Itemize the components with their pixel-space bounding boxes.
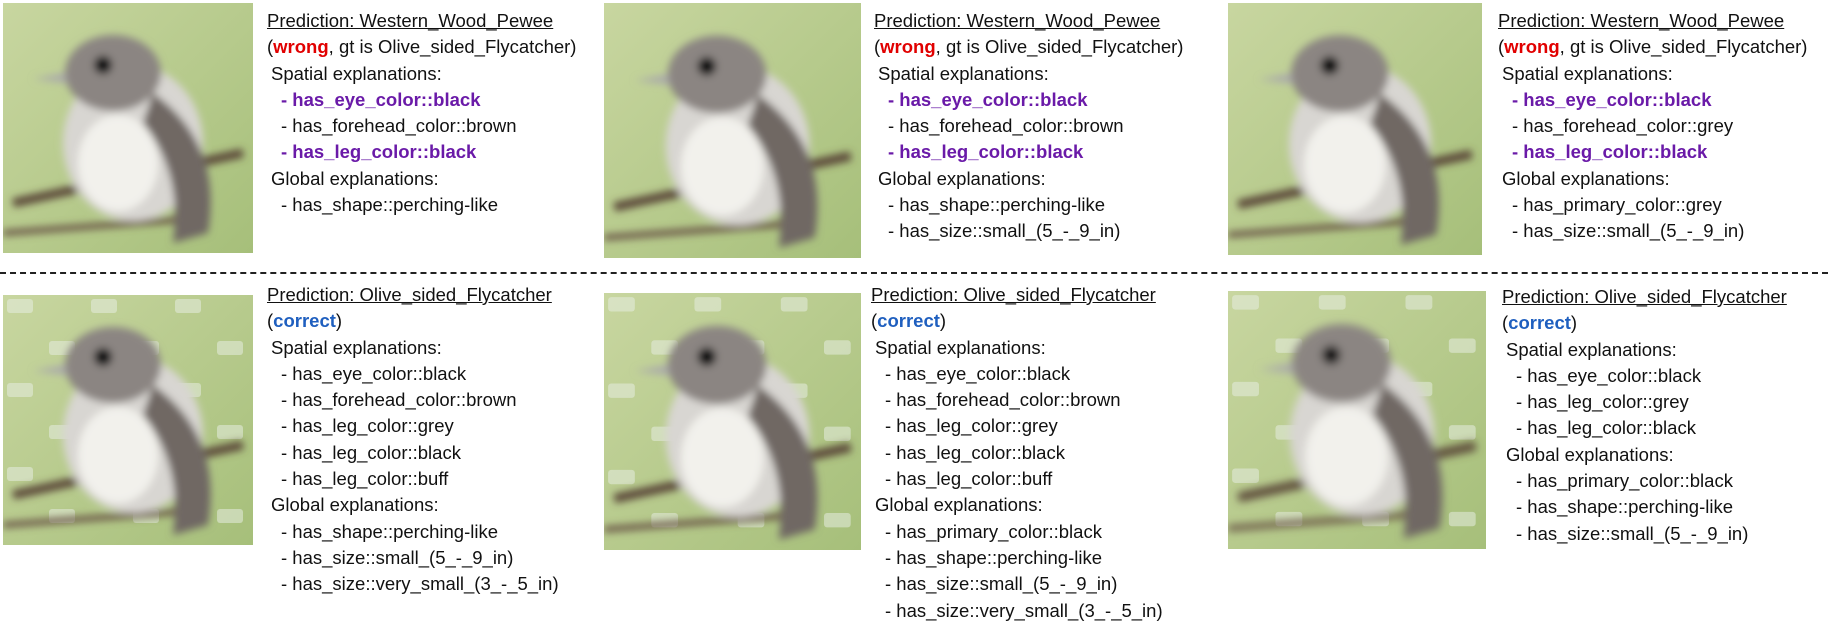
global-item: - has_primary_color::black xyxy=(1516,470,1733,492)
global-item: - has_size::small_(5_-_9_in) xyxy=(1516,522,1749,544)
spatial-item: - has_leg_color::buff xyxy=(281,468,449,490)
global-item: - has_size::small_(5_-_9_in) xyxy=(281,546,514,568)
global-item: - has_size::small_(5_-_9_in) xyxy=(885,573,1118,595)
status-line: (wrong, gt is Olive_sided_Flycatcher) xyxy=(874,34,1183,60)
status-word: correct xyxy=(273,310,336,332)
global-item: - has_shape::perching-like xyxy=(281,520,498,542)
status-open: ( xyxy=(874,36,881,58)
status-rest: , gt is Olive_sided_Flycatcher) xyxy=(328,36,577,58)
status-rest: ) xyxy=(335,310,343,332)
spatial-header: Spatial explanations: xyxy=(271,336,442,358)
spatial-item: - has_eye_color::black xyxy=(1512,88,1712,110)
status-open: ( xyxy=(871,310,878,332)
global-item: - has_primary_color::grey xyxy=(1512,194,1722,216)
spatial-item: - has_eye_color::black xyxy=(281,88,481,110)
global-item: - has_shape::perching-like xyxy=(281,194,498,216)
global-header: Global explanations: xyxy=(1506,443,1674,465)
spatial-item: - has_leg_color::grey xyxy=(281,415,454,437)
row-divider xyxy=(0,272,1828,274)
status-word: correct xyxy=(1508,312,1571,334)
bird-image xyxy=(1228,3,1482,255)
status-word: correct xyxy=(877,310,940,332)
status-open: ( xyxy=(267,36,274,58)
global-item: - has_size::small_(5_-_9_in) xyxy=(1512,220,1745,242)
spatial-item: - has_forehead_color::grey xyxy=(1512,115,1734,137)
explanation-text: Prediction: Olive_sided_Flycatcher (corre… xyxy=(267,282,559,598)
status-rest: ) xyxy=(1570,312,1578,334)
status-line: (correct) xyxy=(871,308,1163,334)
spatial-item: - has_forehead_color::brown xyxy=(281,115,517,137)
prediction-label: Prediction: Western_Wood_Pewee xyxy=(874,10,1161,31)
status-word: wrong xyxy=(273,36,329,58)
global-header: Global explanations: xyxy=(1502,167,1670,189)
status-rest: , gt is Olive_sided_Flycatcher) xyxy=(1559,36,1808,58)
spatial-item: - has_leg_color::black xyxy=(1512,141,1708,163)
prediction-label: Prediction: Olive_sided_Flycatcher xyxy=(1502,286,1787,307)
spatial-item: - has_leg_color::black xyxy=(885,441,1065,463)
spatial-item: - has_leg_color::grey xyxy=(1516,391,1689,413)
prediction-label: Prediction: Western_Wood_Pewee xyxy=(267,10,554,31)
explanation-text: Prediction: Olive_sided_Flycatcher (corre… xyxy=(1502,284,1787,547)
spatial-item: - has_leg_color::grey xyxy=(885,415,1058,437)
prediction-label: Prediction: Olive_sided_Flycatcher xyxy=(267,284,552,305)
explanation-text: Prediction: Western_Wood_Pewee (wrong, gt… xyxy=(267,8,576,218)
global-item: - has_shape::perching-like xyxy=(888,194,1105,216)
spatial-item: - has_eye_color::black xyxy=(281,362,467,384)
spatial-header: Spatial explanations: xyxy=(1506,338,1677,360)
spatial-item: - has_forehead_color::brown xyxy=(888,115,1124,137)
global-item: - has_size::very_small_(3_-_5_in) xyxy=(885,599,1163,621)
spatial-header: Spatial explanations: xyxy=(1502,62,1673,84)
status-word: wrong xyxy=(880,36,936,58)
bird-image xyxy=(3,3,253,253)
status-rest: ) xyxy=(939,310,947,332)
spatial-item: - has_leg_color::black xyxy=(1516,417,1696,439)
spatial-item: - has_forehead_color::brown xyxy=(281,389,517,411)
status-line: (wrong, gt is Olive_sided_Flycatcher) xyxy=(267,34,576,60)
explanation-text: Prediction: Olive_sided_Flycatcher (corre… xyxy=(871,282,1163,624)
global-header: Global explanations: xyxy=(271,494,439,516)
global-header: Global explanations: xyxy=(875,494,1043,516)
status-line: (correct) xyxy=(267,308,559,334)
global-header: Global explanations: xyxy=(271,167,439,189)
bird-image xyxy=(1228,291,1486,549)
status-word: wrong xyxy=(1504,36,1560,58)
spatial-item: - has_eye_color::black xyxy=(885,362,1071,384)
spatial-item: - has_leg_color::black xyxy=(281,141,477,163)
bird-image xyxy=(3,295,253,545)
global-header: Global explanations: xyxy=(878,167,1046,189)
global-item: - has_shape::perching-like xyxy=(1516,496,1733,518)
explanation-text: Prediction: Western_Wood_Pewee (wrong, gt… xyxy=(874,8,1183,245)
global-item: - has_size::small_(5_-_9_in) xyxy=(888,220,1121,242)
status-open: ( xyxy=(1498,36,1505,58)
spatial-header: Spatial explanations: xyxy=(875,336,1046,358)
bird-image xyxy=(604,293,861,550)
status-rest: , gt is Olive_sided_Flycatcher) xyxy=(935,36,1184,58)
spatial-item: - has_leg_color::buff xyxy=(885,468,1053,490)
status-line: (correct) xyxy=(1502,310,1787,336)
spatial-item: - has_eye_color::black xyxy=(1516,364,1702,386)
spatial-item: - has_leg_color::black xyxy=(281,441,461,463)
spatial-item: - has_eye_color::black xyxy=(888,88,1088,110)
global-item: - has_shape::perching-like xyxy=(885,546,1102,568)
bird-image xyxy=(604,3,861,258)
prediction-label: Prediction: Olive_sided_Flycatcher xyxy=(871,284,1156,305)
status-line: (wrong, gt is Olive_sided_Flycatcher) xyxy=(1498,34,1807,60)
spatial-header: Spatial explanations: xyxy=(878,62,1049,84)
global-item: - has_size::very_small_(3_-_5_in) xyxy=(281,573,559,595)
spatial-item: - has_forehead_color::brown xyxy=(885,389,1121,411)
status-open: ( xyxy=(1502,312,1509,334)
spatial-header: Spatial explanations: xyxy=(271,62,442,84)
prediction-label: Prediction: Western_Wood_Pewee xyxy=(1498,10,1785,31)
global-item: - has_primary_color::black xyxy=(885,520,1102,542)
spatial-item: - has_leg_color::black xyxy=(888,141,1084,163)
explanation-text: Prediction: Western_Wood_Pewee (wrong, gt… xyxy=(1498,8,1807,245)
status-open: ( xyxy=(267,310,274,332)
